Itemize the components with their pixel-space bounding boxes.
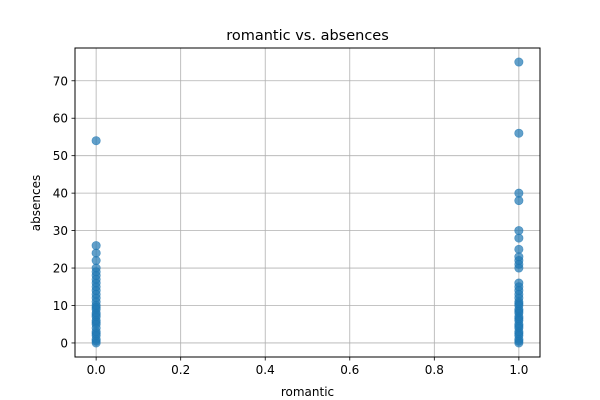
scatter-point [514,252,524,262]
scatter-point [91,317,101,327]
scatter-point [514,278,524,288]
y-tick-label: 40 [53,187,68,201]
x-tick-label: 0.4 [256,363,275,377]
x-axis-ticks: 0.0 0.2 0.4 0.6 0.8 1.0 [87,357,528,377]
scatter-point [514,306,524,316]
chart-title: romantic vs. absences [226,28,389,44]
scatter-point [91,256,101,266]
x-tick-label: 0.2 [171,363,190,377]
x-tick-label: 0.6 [340,363,359,377]
scatter-point [91,302,101,312]
y-tick-label: 70 [53,74,68,88]
y-tick-label: 0 [60,336,68,350]
scatter-point [514,299,524,309]
scatter-point [514,196,524,206]
y-axis-label: absences [29,175,43,231]
y-tick-label: 60 [53,112,68,126]
scatter-point [91,336,101,346]
scatter-point [514,321,524,331]
x-tick-label: 1.0 [509,363,528,377]
scatter-point [91,136,101,146]
x-tick-label: 0.0 [87,363,106,377]
scatter-point [514,244,524,254]
scatter-point [91,310,101,320]
scatter-point [514,233,524,243]
y-tick-label: 30 [53,224,68,238]
scatter-point [91,329,101,339]
scatter-point [514,188,524,198]
scatter-point [514,336,524,346]
y-axis-ticks: 0 10 20 30 40 50 60 70 [53,74,75,350]
scatter-point [91,241,101,251]
scatter-point [514,57,524,67]
scatter-point [514,128,524,138]
data-points [91,57,524,348]
y-tick-label: 10 [53,299,68,313]
scatter-point [514,329,524,339]
scatter-point [514,314,524,324]
scatter-point [514,226,524,236]
y-tick-label: 20 [53,262,68,276]
plot-frame [74,47,541,358]
x-tick-label: 0.8 [425,363,444,377]
x-axis-label: romantic [281,385,334,399]
scatter-point [91,263,101,273]
scatter-point [91,248,101,258]
y-tick-label: 50 [53,149,68,163]
